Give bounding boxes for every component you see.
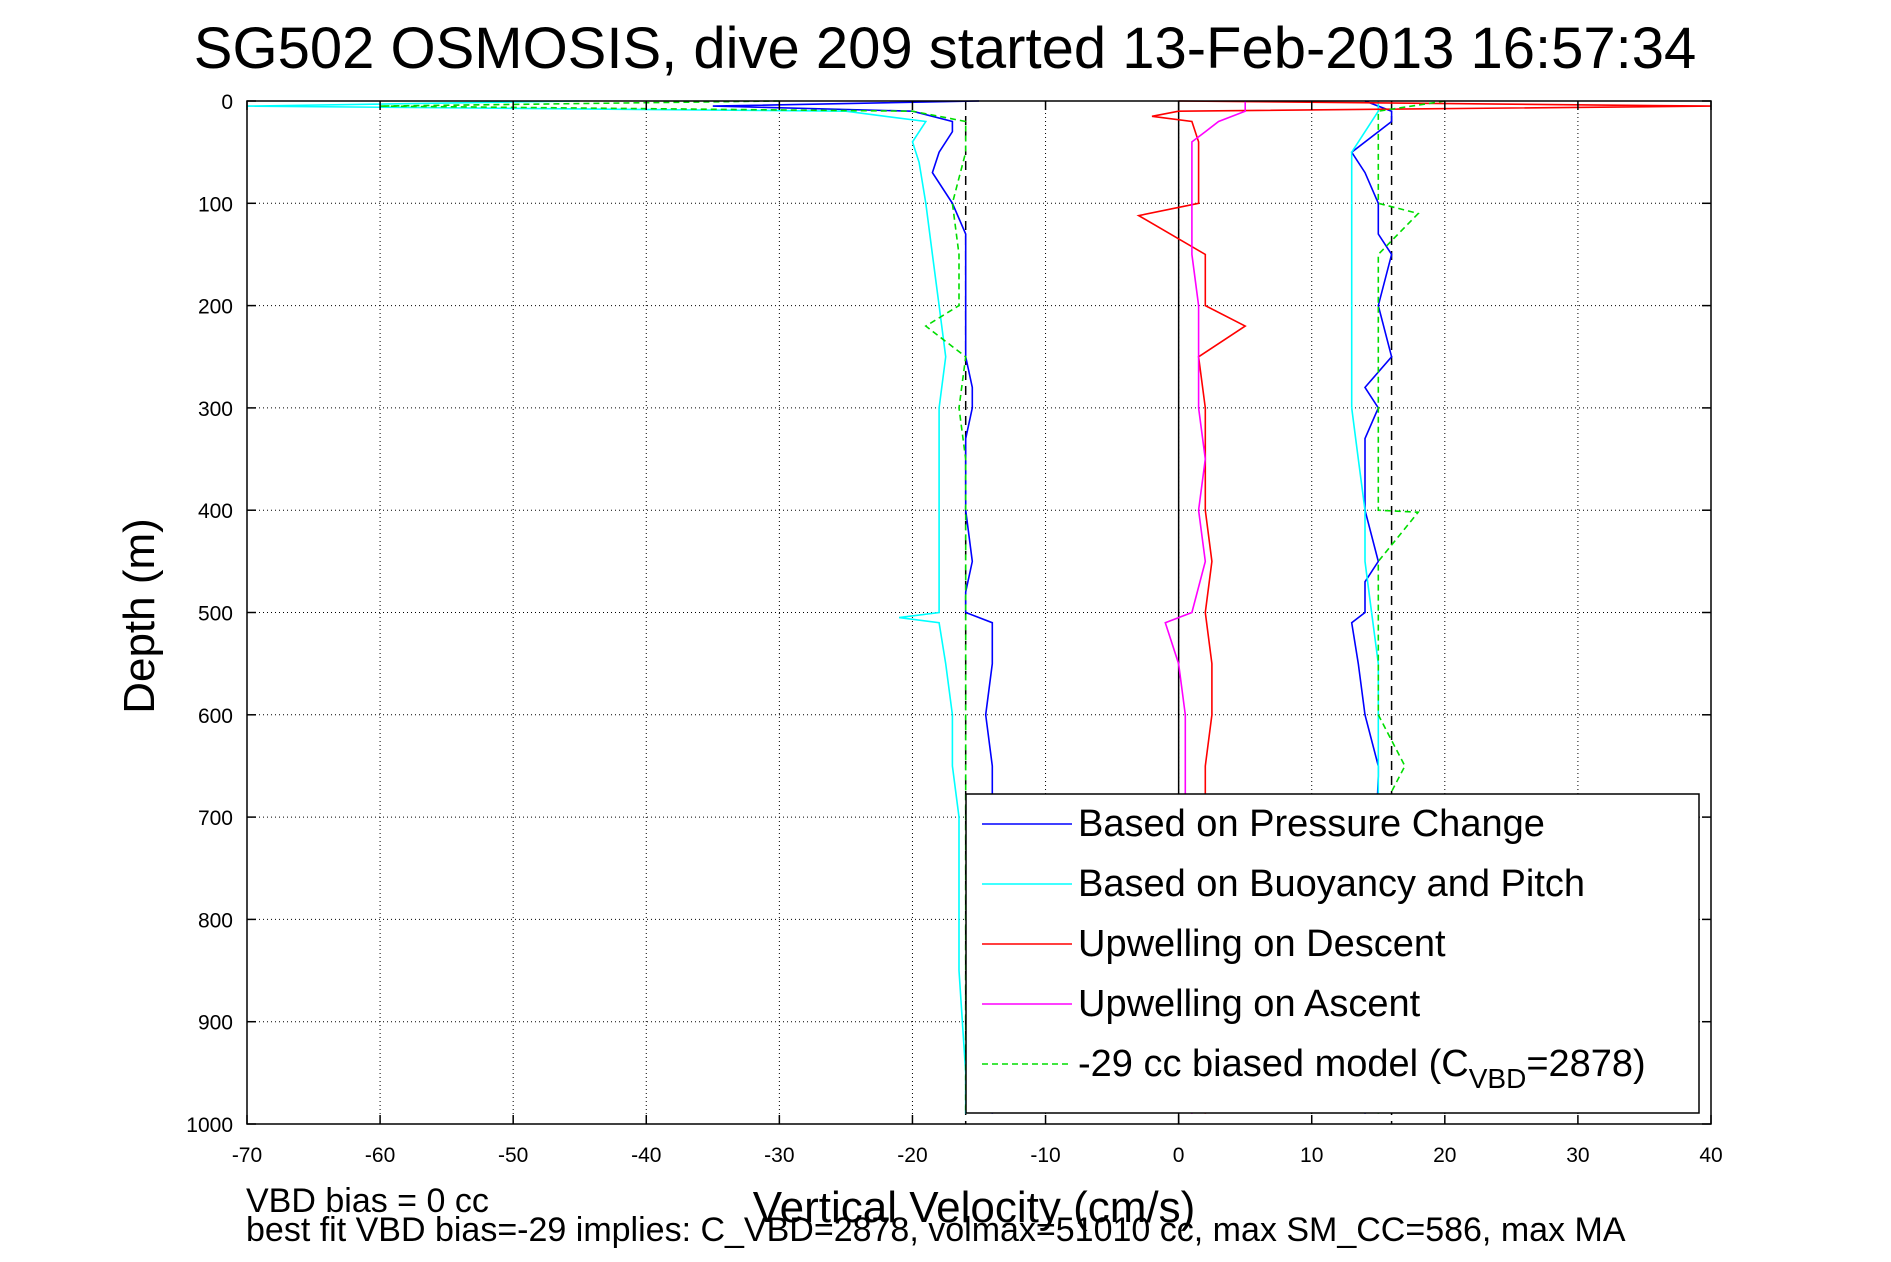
x-tick-label: -60 <box>365 1144 395 1167</box>
y-tick-label: 800 <box>198 909 233 932</box>
x-tick-label: -30 <box>764 1144 794 1167</box>
legend-label: Based on Pressure Change <box>1078 803 1545 845</box>
series-line-1-ascent <box>1350 101 1380 818</box>
y-axis-ticks: 0 100 200 300 400 500 600 700 800 900 1000 <box>186 91 1711 1137</box>
series-line-1-descent <box>246 100 967 1114</box>
vbd-bias-annotation: VBD bias = 0 cc <box>246 1182 489 1220</box>
y-tick-label: 700 <box>198 807 233 830</box>
series-line-4-descent <box>380 100 967 1114</box>
x-axis-label: Vertical Velocity (cm/s) <box>753 1183 1196 1232</box>
y-tick-label: 200 <box>198 296 233 319</box>
x-tick-label: -10 <box>1030 1144 1060 1167</box>
legend-label: Upwelling on Ascent <box>1078 983 1421 1025</box>
y-axis-label: Depth (m) <box>115 518 164 714</box>
y-tick-label: 400 <box>198 500 233 523</box>
series-line-2 <box>1136 100 1712 1114</box>
x-tick-label: 10 <box>1300 1144 1323 1167</box>
legend-box <box>965 793 1700 1114</box>
x-tick-label: 30 <box>1566 1144 1589 1167</box>
x-tick-label: -70 <box>232 1144 262 1167</box>
y-tick-label: 600 <box>198 705 233 728</box>
series-line-0-descent <box>712 100 994 1114</box>
best-fit-annotation: best fit VBD bias=-29 implies: C_VBD=287… <box>246 1211 1626 1249</box>
x-tick-label: 0 <box>1173 1144 1185 1167</box>
series-line-0-ascent <box>1350 100 1393 1114</box>
y-tick-label: 300 <box>198 398 233 421</box>
y-tick-label: 500 <box>198 603 233 626</box>
x-tick-label: -40 <box>631 1144 661 1167</box>
x-axis-ticks: -70 -60 -50 -40 -30 -20 -10 0 10 20 30 40 <box>232 101 1723 1167</box>
chart-title: SG502 OSMOSIS, dive 209 started 13-Feb-2… <box>194 16 1696 81</box>
y-tick-label: 0 <box>221 91 233 114</box>
y-tick-label: 1000 <box>186 1114 233 1137</box>
series-line-3 <box>1164 101 1246 1114</box>
legend: Based on Pressure Change Based on Buoyanc… <box>965 793 1700 1114</box>
x-tick-label: 40 <box>1699 1144 1722 1167</box>
x-tick-label: -20 <box>897 1144 927 1167</box>
y-tick-label: 100 <box>198 193 233 216</box>
series-line-4-ascent <box>1377 100 1445 1114</box>
legend-label: Based on Buoyancy and Pitch <box>1078 863 1585 905</box>
data-series <box>246 100 1712 1114</box>
x-tick-label: 20 <box>1433 1144 1456 1167</box>
y-tick-label: 900 <box>198 1012 233 1035</box>
x-tick-label: -50 <box>498 1144 528 1167</box>
legend-label: Upwelling on Descent <box>1078 923 1446 965</box>
